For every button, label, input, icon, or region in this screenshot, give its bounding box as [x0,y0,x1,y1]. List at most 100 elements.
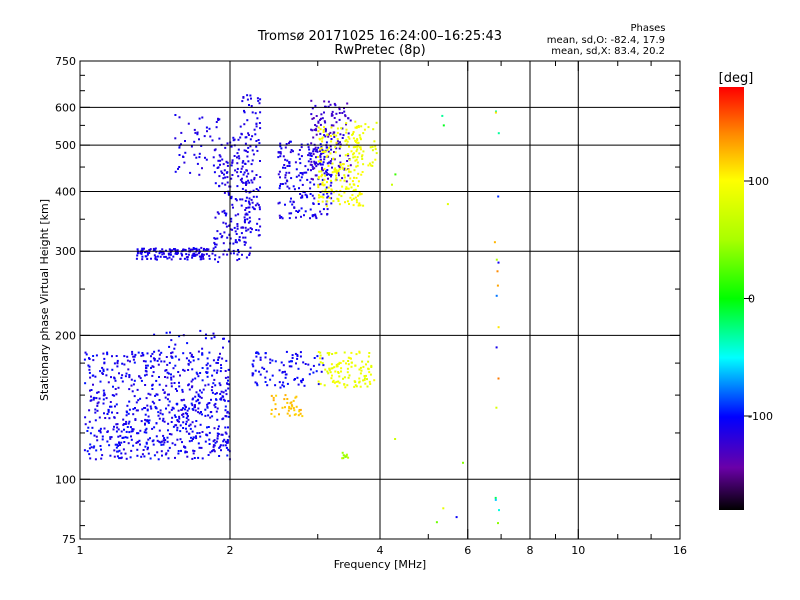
scatter-point [87,364,90,367]
scatter-point [165,331,168,334]
scatter-point [215,361,218,364]
scatter-point [248,104,250,106]
scatter-point [330,367,333,370]
scatter-point [298,410,301,413]
scatter-point [222,163,225,166]
scatter-point [259,176,262,178]
y-tick-label: 400 [55,185,76,198]
scatter-point [186,409,189,412]
scatter-point [161,454,163,457]
scatter-point [135,409,138,412]
scatter-point [116,412,119,414]
scatter-point [221,357,224,360]
scatter-point [325,170,327,173]
scatter-point [357,185,359,187]
scatter-point [197,358,200,361]
scatter-point [214,254,217,257]
scatter-point [135,442,138,444]
scatter-point [214,402,217,405]
scatter-point [495,258,498,261]
scatter-point [312,150,315,153]
scatter-point [281,371,284,373]
scatter-point [311,107,314,110]
scatter-point [104,417,107,419]
scatter-point [205,371,208,374]
scatter-point [194,395,197,398]
scatter-point [157,363,160,366]
scatter-point [222,395,225,398]
scatter-point [130,449,133,452]
scatter-point [222,391,225,394]
scatter-point [237,155,240,158]
scatter-point [192,449,195,452]
scatter-point [357,126,360,129]
scatter-point [205,253,208,256]
scatter-point [156,255,159,258]
scatter-point [133,361,136,364]
scatter-point [309,163,312,166]
scatter-point [110,376,112,379]
scatter-point [170,373,172,376]
scatter-point [174,170,177,173]
scatter-point [316,156,319,158]
scatter-point [255,125,258,128]
scatter-point [181,413,184,416]
scatter-point [315,217,318,220]
scatter-point [307,363,310,366]
scatter-point [345,128,348,131]
scatter-point [113,449,116,452]
scatter-point [284,376,287,379]
scatter-point [333,131,336,134]
scatter-point [335,380,338,383]
scatter-point [265,370,268,373]
scatter-point [288,217,291,220]
scatter-point [242,181,245,184]
scatter-point [126,411,128,414]
scatter-point [147,446,149,449]
scatter-point [144,429,147,432]
scatter-point [225,441,228,444]
scatter-point [99,427,102,430]
scatter-point [225,393,228,396]
scatter-point [198,248,201,251]
scatter-point [205,248,208,251]
scatter-point [94,408,97,411]
scatter-point [114,405,116,408]
scatter-point [343,168,346,171]
scatter-point [212,382,215,385]
scatter-point [180,252,183,255]
scatter-point [245,212,248,215]
phases-title: Phases [630,23,665,34]
scatter-point [319,158,322,161]
scatter-point [103,361,106,364]
scatter-point [115,393,118,396]
scatter-point [180,399,183,402]
scatter-point [195,400,198,403]
scatter-point [127,368,130,371]
scatter-point [247,172,250,175]
scatter-point [331,110,334,113]
scatter-point [224,431,227,434]
scatter-point [292,185,295,188]
scatter-point [317,177,320,180]
scatter-point [319,143,322,146]
scatter-point [146,404,149,407]
scatter-point [205,333,207,336]
scatter-point [153,426,156,429]
scatter-point [329,371,332,374]
scatter-point [247,206,250,209]
scatter-point [344,140,347,143]
scatter-point [139,397,142,400]
scatter-point [299,179,302,182]
scatter-point [126,436,129,439]
scatter-point [354,364,357,367]
scatter-point [132,428,135,431]
scatter-point [254,369,257,372]
scatter-point [315,165,318,168]
scatter-point [208,257,211,260]
scatter-point [330,197,333,200]
scatter-point [206,130,208,133]
scatter-point [335,147,338,150]
scatter-point [334,179,337,182]
scatter-point [111,368,114,371]
